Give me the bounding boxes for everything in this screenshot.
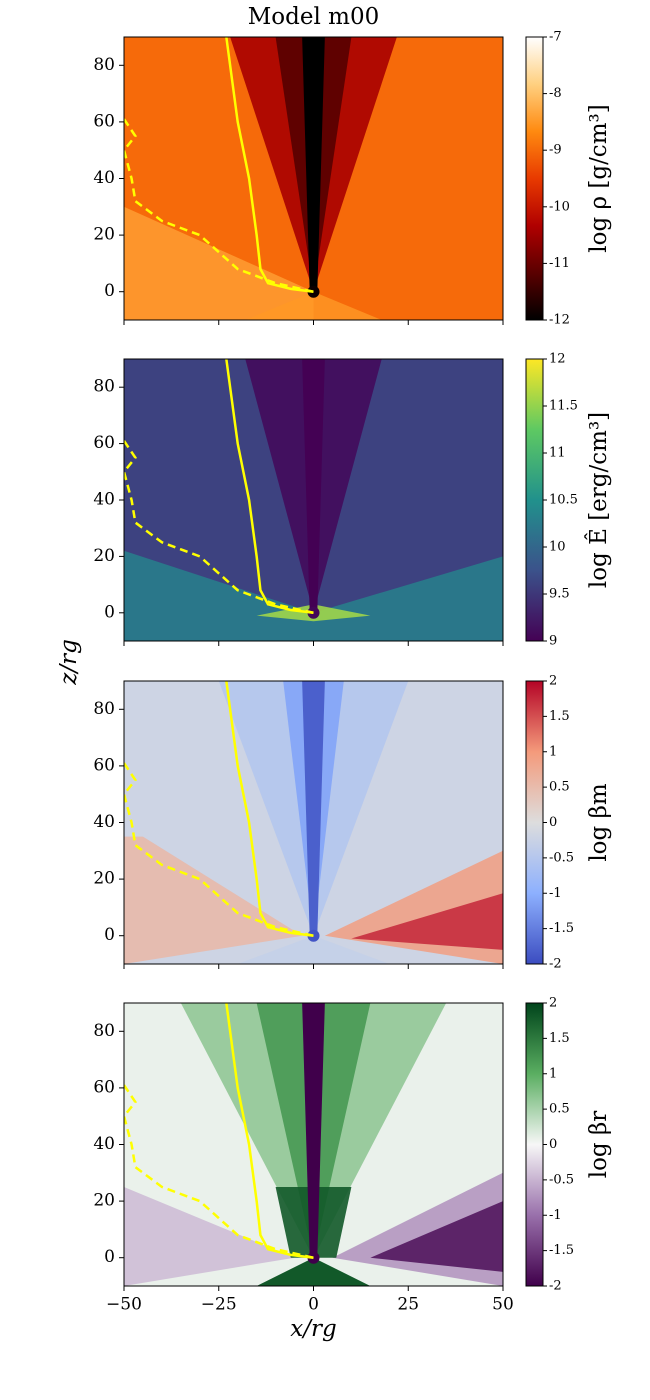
colorbar bbox=[525, 358, 544, 642]
colorbar-tick-label: -1 bbox=[549, 1208, 562, 1223]
colorbar-tick-label: -0.5 bbox=[549, 1172, 574, 1187]
x-tick-label: 0 bbox=[308, 1295, 319, 1315]
colorbar-tick-label: 1 bbox=[549, 1066, 557, 1081]
colorbar-tick-label: 1 bbox=[549, 744, 557, 759]
heatmap-region bbox=[351, 893, 503, 950]
y-tick-label: 40 bbox=[93, 1134, 115, 1154]
chart-title: Model m00 bbox=[248, 4, 379, 30]
colorbar-tick-label: -11 bbox=[549, 256, 570, 271]
y-tick-label: 20 bbox=[93, 1191, 115, 1211]
heatmap-region bbox=[124, 1186, 295, 1286]
heatmap-region bbox=[256, 1257, 371, 1286]
colorbar-tick-label: 11.5 bbox=[549, 399, 578, 414]
y-tick-label: 40 bbox=[93, 490, 115, 510]
colorbar-tick-label: -7 bbox=[549, 30, 562, 45]
colorbar-tick-label: -1.5 bbox=[549, 921, 574, 936]
colorbar-tick-label: -1.5 bbox=[549, 1243, 574, 1258]
colorbar-tick-label: -12 bbox=[549, 313, 570, 328]
heatmap-region bbox=[302, 681, 325, 936]
colorbar-tick-label: 9 bbox=[549, 634, 557, 649]
y-tick-label: 60 bbox=[93, 755, 115, 775]
colorbar bbox=[525, 36, 544, 321]
contour-line bbox=[124, 440, 314, 615]
colorbar-tick-label: -9 bbox=[549, 143, 562, 158]
heatmap bbox=[124, 37, 503, 320]
x-tick-label: 25 bbox=[397, 1295, 419, 1315]
y-tick-label: 0 bbox=[104, 281, 115, 301]
colorbar-tick-label: -8 bbox=[549, 86, 562, 101]
y-tick-label: 20 bbox=[93, 225, 115, 245]
contour-line bbox=[124, 762, 314, 937]
y-tick-label: 80 bbox=[93, 55, 115, 75]
colorbar-label: log βm bbox=[586, 783, 612, 862]
heatmap-region bbox=[124, 206, 314, 320]
colorbar-tick-label: 1.5 bbox=[549, 709, 570, 724]
colorbar-tick-label: 9.5 bbox=[549, 587, 570, 602]
colorbar-tick-label: 0.5 bbox=[549, 1102, 570, 1117]
colorbar-label: log ρ [g/cm³] bbox=[586, 104, 612, 252]
heatmap-region bbox=[370, 1201, 503, 1272]
y-tick-label: 20 bbox=[93, 869, 115, 889]
x-tick-label: −25 bbox=[201, 1295, 237, 1315]
contour-line bbox=[124, 1084, 314, 1259]
heatmap bbox=[124, 359, 503, 641]
y-tick-label: 80 bbox=[93, 699, 115, 719]
colorbar-tick-label: 0 bbox=[549, 815, 557, 830]
colorbar-label: log βr bbox=[586, 1111, 612, 1179]
heatmap bbox=[124, 681, 503, 964]
heatmap-region bbox=[302, 359, 325, 613]
colorbar-tick-label: 1.5 bbox=[549, 1031, 570, 1046]
colorbar-tick-label: 10.5 bbox=[549, 493, 578, 508]
y-tick-label: 40 bbox=[93, 812, 115, 832]
colorbar-tick-label: -10 bbox=[549, 199, 570, 214]
contour-line bbox=[225, 359, 314, 615]
colorbar bbox=[525, 1002, 544, 1287]
colorbar-tick-label: -2 bbox=[549, 957, 562, 972]
colorbar-tick-label: -2 bbox=[549, 1279, 562, 1294]
y-tick-label: 60 bbox=[93, 1077, 115, 1097]
x-axis-label: x/rg bbox=[290, 1316, 336, 1342]
colorbar-tick-label: 11 bbox=[549, 446, 566, 461]
colorbar-tick-label: 0 bbox=[549, 1137, 557, 1152]
colorbar-tick-label: 2 bbox=[549, 674, 557, 689]
heatmap-region bbox=[124, 550, 503, 641]
colorbar-tick-label: 12 bbox=[549, 352, 566, 367]
heatmap-region bbox=[245, 291, 382, 320]
colorbar-tick-label: 0.5 bbox=[549, 780, 570, 795]
y-tick-label: 60 bbox=[93, 111, 115, 131]
y-tick-label: 80 bbox=[93, 1021, 115, 1041]
y-tick-label: 60 bbox=[93, 433, 115, 453]
colorbar bbox=[525, 680, 544, 965]
heatmap bbox=[124, 1003, 503, 1286]
y-tick-label: 80 bbox=[93, 377, 115, 397]
contour-line bbox=[124, 118, 314, 293]
contour-line bbox=[225, 681, 314, 937]
y-tick-label: 20 bbox=[93, 546, 115, 566]
contour-line bbox=[225, 37, 314, 293]
colorbar-tick-label: 10 bbox=[549, 540, 566, 555]
colorbar-label: log Ê [erg/cm³] bbox=[585, 412, 612, 588]
colorbar-tick-label: 2 bbox=[549, 996, 557, 1011]
colorbar-tick-label: -1 bbox=[549, 886, 562, 901]
y-tick-label: 0 bbox=[104, 602, 115, 622]
colorbar-tick-label: -0.5 bbox=[549, 850, 574, 865]
heatmap-region bbox=[237, 935, 390, 964]
contour-line bbox=[225, 1003, 314, 1259]
heatmap-region bbox=[302, 37, 325, 292]
y-axis-label: z/rg bbox=[56, 639, 82, 686]
y-tick-label: 0 bbox=[104, 925, 115, 945]
y-tick-label: 0 bbox=[104, 1247, 115, 1267]
x-tick-label: 50 bbox=[492, 1295, 514, 1315]
heatmap-region bbox=[302, 1003, 325, 1258]
y-tick-label: 40 bbox=[93, 168, 115, 188]
x-tick-label: −50 bbox=[106, 1295, 142, 1315]
